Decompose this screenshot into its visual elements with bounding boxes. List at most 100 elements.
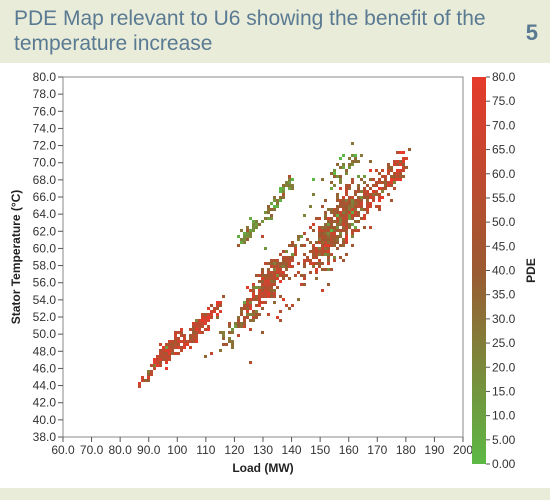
heatmap-cell	[273, 268, 276, 271]
heatmap-cell	[393, 160, 396, 163]
colorbar-tick-label: 80.0	[492, 70, 516, 84]
heatmap-cell	[351, 211, 354, 214]
heatmap-cell	[270, 286, 273, 289]
heatmap-cell	[273, 280, 276, 283]
heatmap-cell	[189, 334, 192, 337]
heatmap-cell	[339, 220, 342, 223]
heatmap-cell	[267, 262, 270, 265]
heatmap-cell	[348, 205, 351, 208]
heatmap-cell	[249, 301, 252, 304]
heatmap-cell	[384, 181, 387, 184]
heatmap-cell	[273, 259, 276, 262]
heatmap-cell	[333, 184, 336, 187]
heatmap-cell	[270, 259, 273, 262]
heatmap-cell	[228, 337, 231, 340]
heatmap-cell	[348, 226, 351, 229]
heatmap-cell	[354, 226, 357, 229]
heatmap-cell	[285, 262, 288, 265]
heatmap-cell	[330, 226, 333, 229]
heatmap-cell	[288, 256, 291, 259]
heatmap-cell	[357, 187, 360, 190]
heatmap-cell	[333, 208, 336, 211]
heatmap-cell	[252, 286, 255, 289]
heatmap-cell	[183, 340, 186, 343]
heatmap-cell	[363, 208, 366, 211]
heatmap-cell	[300, 274, 303, 277]
heatmap-cell	[207, 325, 210, 328]
y-tick-label: 72.0	[33, 139, 57, 153]
heatmap-cell	[384, 187, 387, 190]
heatmap-cell	[363, 217, 366, 220]
heatmap-cell	[342, 259, 345, 262]
heatmap-cell	[285, 250, 288, 253]
heatmap-cell	[225, 343, 228, 346]
heatmap-cell	[366, 199, 369, 202]
heatmap-cell	[342, 166, 345, 169]
heatmap-cell	[336, 241, 339, 244]
heatmap-cell	[219, 301, 222, 304]
heatmap-cell	[243, 325, 246, 328]
heatmap-cell	[285, 265, 288, 268]
heatmap-cell	[321, 262, 324, 265]
heatmap-cell	[273, 199, 276, 202]
heatmap-cell	[318, 232, 321, 235]
heatmap-cell	[264, 211, 267, 214]
heatmap-cell	[342, 202, 345, 205]
heatmap-cell	[168, 349, 171, 352]
heatmap-cell	[240, 322, 243, 325]
heatmap-cell	[402, 160, 405, 163]
heatmap-cell	[381, 196, 384, 199]
heatmap-cell	[390, 199, 393, 202]
heatmap-cell	[282, 274, 285, 277]
heatmap-cell	[180, 334, 183, 337]
y-tick-label: 68.0	[33, 173, 57, 187]
heatmap-cell	[333, 226, 336, 229]
heatmap-cell	[324, 211, 327, 214]
heatmap-cell	[375, 184, 378, 187]
heatmap-cell	[246, 307, 249, 310]
heatmap-cell	[261, 268, 264, 271]
heatmap-cell	[150, 370, 153, 373]
heatmap-cell	[240, 307, 243, 310]
heatmap-cell	[261, 331, 264, 334]
heatmap-cell	[255, 226, 258, 229]
heatmap-cell	[357, 211, 360, 214]
heatmap-cell	[243, 316, 246, 319]
heatmap-cell	[177, 340, 180, 343]
heatmap-cell	[213, 307, 216, 310]
heatmap-cell	[357, 205, 360, 208]
heatmap-cell	[336, 226, 339, 229]
heatmap-cell	[336, 163, 339, 166]
axes: 60.0 70.0 80.0 90.0 100 110 120 130 140 150 160 170…	[9, 70, 473, 475]
heatmap-cell	[399, 163, 402, 166]
heatmap-cell	[288, 175, 291, 178]
heatmap-cell	[255, 304, 258, 307]
heatmap-cell	[345, 217, 348, 220]
heatmap-cell	[399, 151, 402, 154]
heatmap-cell	[168, 355, 171, 358]
heatmap-cell	[252, 220, 255, 223]
heatmap-cell	[396, 175, 399, 178]
heatmap-cell	[336, 247, 339, 250]
heatmap-cell	[339, 232, 342, 235]
heatmap-cell	[396, 160, 399, 163]
heatmap-cell	[282, 250, 285, 253]
heatmap-cell	[315, 268, 318, 271]
heatmap-cell	[294, 244, 297, 247]
heatmap-cell	[345, 205, 348, 208]
heatmap-cell	[330, 220, 333, 223]
colorbar-label: PDE	[524, 258, 538, 283]
colorbar-tick-label: 30.0	[492, 312, 516, 326]
heatmap-cell	[285, 256, 288, 259]
heatmap-cell	[321, 253, 324, 256]
heatmap-cell	[354, 202, 357, 205]
heatmap-cell	[369, 226, 372, 229]
heatmap-cell	[402, 166, 405, 169]
heatmap-cell	[141, 379, 144, 382]
heatmap-cell	[327, 259, 330, 262]
heatmap-cell	[357, 196, 360, 199]
heatmap-cell	[216, 301, 219, 304]
heatmap-cell	[198, 319, 201, 322]
heatmap-cell	[321, 205, 324, 208]
heatmap-cell	[351, 232, 354, 235]
